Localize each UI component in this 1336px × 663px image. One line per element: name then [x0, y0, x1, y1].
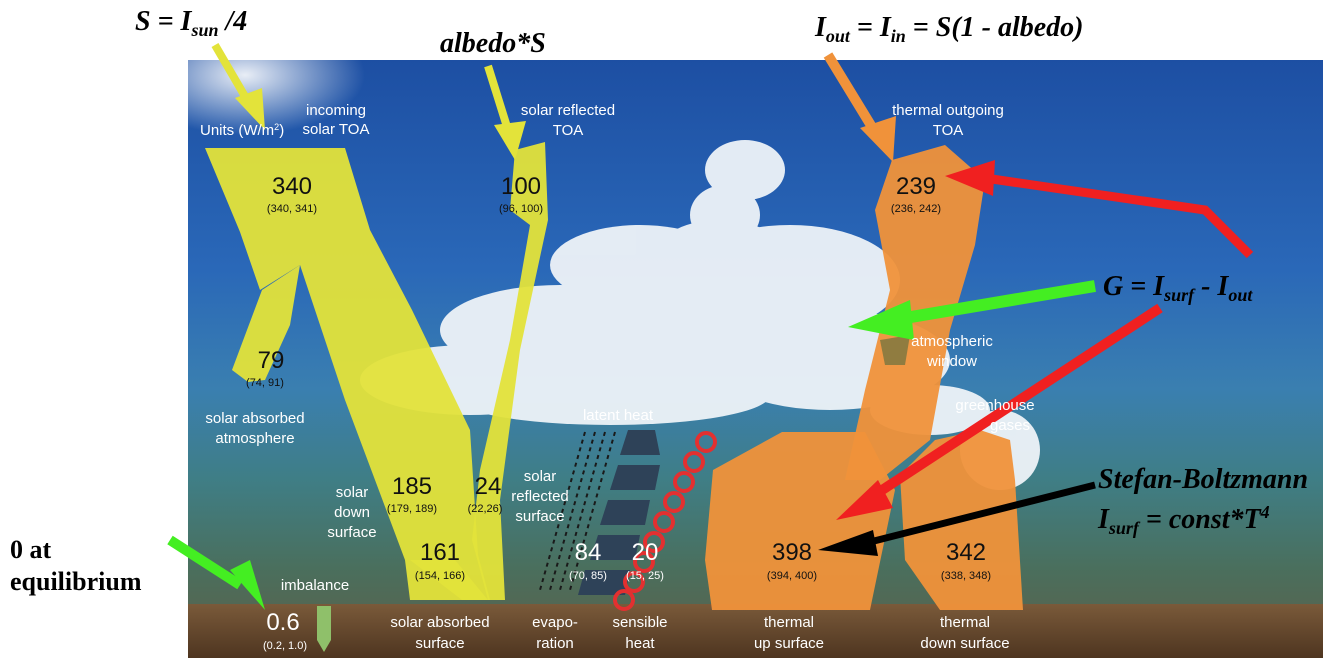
reflected-toa-label-1: solar reflected	[521, 102, 615, 119]
down-surface-range: (179, 189)	[387, 503, 437, 515]
imbalance-range: (0.2, 1.0)	[263, 640, 307, 652]
evaporation-dashes	[539, 431, 616, 591]
thermal-down-value: 342	[946, 539, 986, 566]
refl-surf-label-2: reflected	[511, 488, 569, 505]
sb-red-arrow-head	[836, 480, 893, 520]
evaporation-range: (70, 85)	[569, 570, 607, 582]
evaporation-value: 84	[575, 539, 602, 566]
absorbed-atm-value: 79	[258, 347, 285, 374]
greenhouse-label-1: greenhouse	[955, 397, 1034, 414]
absorbed-surface-range: (154, 166)	[415, 570, 465, 582]
thermal-up-range: (394, 400)	[767, 570, 817, 582]
sb-red-arrow-shaft	[867, 303, 1163, 503]
s-equation: S = Isun /4	[135, 6, 247, 40]
sensible-range: (15, 25)	[626, 570, 664, 582]
down-surface-value: 185	[392, 473, 432, 500]
annotation-arrows	[167, 42, 1254, 610]
ground	[188, 604, 1323, 658]
sensible-label-2: heat	[625, 635, 655, 652]
iout-arrow-head	[860, 116, 896, 162]
sensible-heat-coil	[613, 431, 717, 611]
sensible-label-1: sensible	[612, 614, 667, 631]
iout-equation: Iout = Iin = S(1 - albedo)	[814, 12, 1084, 46]
albedo-equation: albedo*S	[440, 28, 546, 59]
abs-surf-label-2: surface	[415, 635, 464, 652]
thermal-up-band	[705, 432, 895, 610]
sb-title: Stefan-Boltzmann	[1098, 464, 1308, 495]
atm-window-label-2: window	[926, 353, 977, 370]
units-label: Units (W/m2)	[200, 122, 284, 139]
albedo-arrow-head	[494, 121, 526, 160]
solar-flows	[205, 142, 548, 600]
sb-black-arrow-head	[818, 530, 878, 556]
abs-atm-label-2: atmosphere	[215, 430, 294, 447]
iout-arrow-shaft	[823, 52, 880, 135]
greenhouse-label-2: gases	[990, 417, 1030, 434]
incoming-solar-band	[205, 148, 490, 600]
g-green-arrow-head	[848, 300, 914, 340]
reflected-toa-value: 100	[501, 173, 541, 200]
equilibrium-line2: equilibrium	[10, 567, 142, 596]
imbalance-arrow	[317, 606, 331, 652]
evap-label-1: evapo-	[532, 614, 578, 631]
reflected-toa-label-2: TOA	[553, 122, 584, 139]
absorbed-atm-range: (74, 91)	[246, 377, 284, 389]
down-label-2: down	[334, 504, 370, 521]
imbalance-value: 0.6	[266, 609, 299, 636]
thermal-out-range: (236, 242)	[891, 203, 941, 215]
down-label-1: solar	[336, 484, 369, 501]
flow-values: 340 (340, 341) 100 (96, 100) 239 (236, 2…	[246, 173, 991, 652]
latent-heat-blocks	[578, 430, 660, 595]
absorbed-atmosphere-band	[232, 265, 300, 382]
g-red-arrow-head	[945, 160, 995, 196]
sun-glow	[125, 15, 365, 135]
incoming-label-1: incoming	[306, 102, 366, 119]
abs-surf-label-1: solar absorbed	[390, 614, 489, 631]
atmospheric-window-patch	[880, 335, 910, 365]
sensible-value: 20	[632, 539, 659, 566]
g-equation: G = Isurf - Iout	[1103, 271, 1253, 305]
abs-atm-label-1: solar absorbed	[205, 410, 304, 427]
reflected-surface-range: (22,26)	[468, 503, 503, 515]
reflected-toa-range: (96, 100)	[499, 203, 543, 215]
absorbed-surface-value: 161	[420, 539, 460, 566]
thermal-out-value: 239	[896, 173, 936, 200]
eq-green-arrow-head	[230, 560, 265, 610]
thermal-out-label-2: TOA	[933, 122, 964, 139]
thermal-up-label-1: thermal	[764, 614, 814, 631]
reflected-band	[472, 142, 548, 600]
reflected-surface-value: 24	[475, 473, 502, 500]
evap-label-2: ration	[536, 635, 574, 652]
thermal-up-label-2: up surface	[754, 635, 824, 652]
eq-green-arrow-shaft	[167, 535, 243, 590]
thermal-down-label-2: down surface	[920, 635, 1009, 652]
sb-black-arrow-shaft	[869, 481, 1096, 546]
g-green-arrow-shaft	[904, 280, 1096, 324]
incoming-value: 340	[272, 173, 312, 200]
thermal-down-label-1: thermal	[940, 614, 990, 631]
absorbed-surface-tip	[410, 560, 488, 600]
thermal-up-value: 398	[772, 539, 812, 566]
sb-equation: Isurf = const*T4	[1097, 502, 1270, 538]
albedo-arrow-shaft	[484, 64, 512, 132]
flow-labels: Units (W/m2) incoming solar TOA solar re…	[200, 102, 1035, 652]
latent-heat-label: latent heat	[583, 407, 654, 424]
refl-surf-label-1: solar	[524, 468, 557, 485]
thermal-down-range: (338, 348)	[941, 570, 991, 582]
refl-surf-label-3: surface	[515, 508, 564, 525]
s-arrow-head	[235, 88, 265, 130]
thermal-out-label-1: thermal outgoing	[892, 102, 1004, 119]
equilibrium-line1: 0 at	[10, 535, 52, 564]
atm-window-label-1: atmospheric	[911, 333, 993, 350]
incoming-label-2: solar TOA	[303, 121, 370, 138]
incoming-range: (340, 341)	[267, 203, 317, 215]
g-red-arrow-shaft	[984, 173, 1254, 259]
down-label-3: surface	[327, 524, 376, 541]
imbalance-label: imbalance	[281, 577, 349, 594]
